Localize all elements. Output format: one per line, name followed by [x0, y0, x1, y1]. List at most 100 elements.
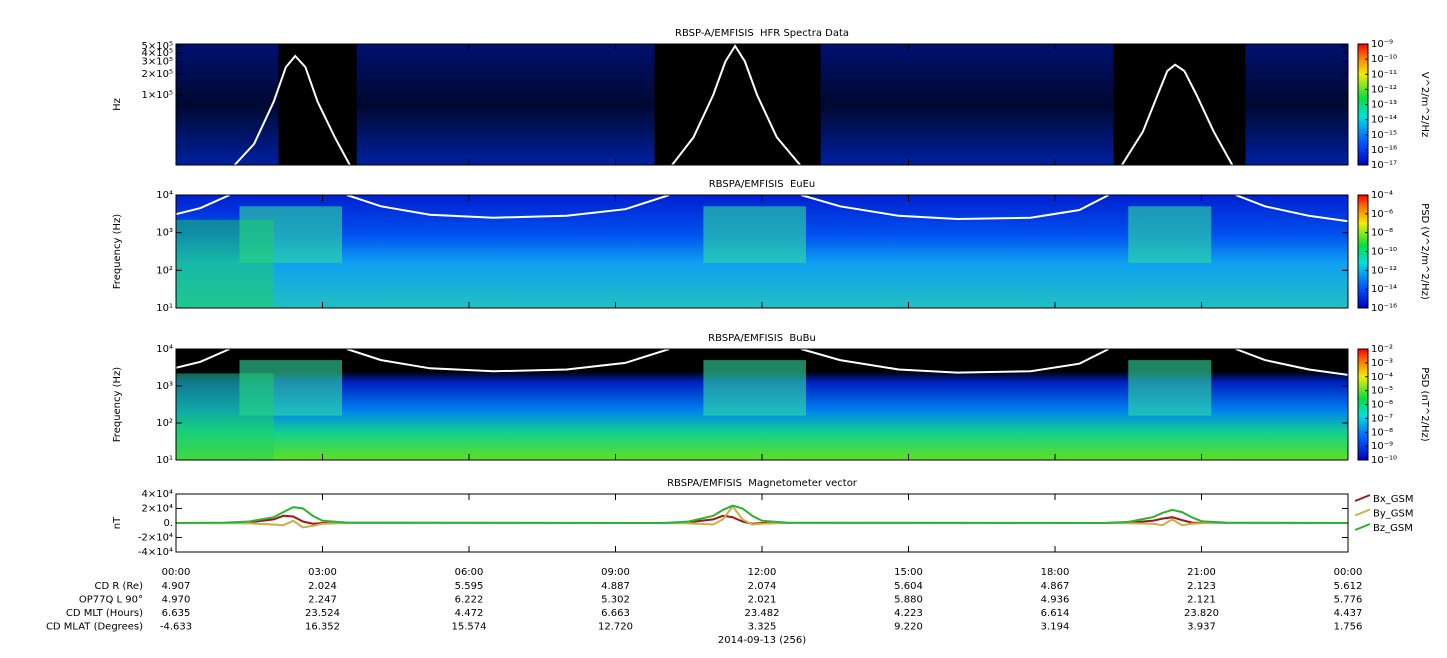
spectrogram-region — [703, 206, 806, 263]
colorbar-tick-label: 10⁻¹⁰ — [1371, 455, 1397, 466]
y-tick-label: 10² — [156, 265, 173, 276]
ephemeris-value: 15.574 — [452, 622, 487, 633]
y-tick-label: 4×10⁵ — [142, 48, 173, 59]
colorbar-label: PSD (V^2/m^2/Hz) — [1419, 203, 1430, 300]
panel-title: RBSPA/EMFISIS BuBu — [708, 333, 816, 344]
legend-label: Bz_GSM — [1373, 523, 1413, 534]
ephemeris-value: 5.776 — [1334, 595, 1363, 606]
spectrogram-region — [278, 44, 357, 165]
x-tick-label: 06:00 — [455, 567, 484, 578]
legend-label: Bx_GSM — [1373, 494, 1414, 505]
x-tick-label: 21:00 — [1187, 567, 1216, 578]
colorbar-tick-label: 10⁻⁸ — [1371, 427, 1393, 438]
x-tick-label: 15:00 — [894, 567, 923, 578]
plot-frame — [175, 348, 1349, 461]
ephemeris-value: 4.970 — [162, 595, 191, 606]
colorbar-tick-label: 10⁻¹⁴ — [1371, 284, 1397, 295]
x-tick-label: 18:00 — [1041, 567, 1070, 578]
colorbar-tick-label: 10⁻¹⁰ — [1371, 247, 1397, 258]
y-tick-label: 10⁴ — [156, 190, 173, 201]
y-tick-label: 0. — [163, 518, 173, 529]
plot-frame — [175, 43, 1349, 166]
ephemeris-value: 4.437 — [1334, 608, 1363, 619]
y-axis-label: Frequency (Hz) — [112, 367, 123, 443]
data-line — [176, 504, 1348, 525]
colorbar-tick-label: 10⁻⁹ — [1371, 39, 1393, 50]
colorbar-tick-label: 10⁻¹² — [1371, 84, 1397, 95]
y-tick-label: 10² — [156, 418, 173, 429]
colorbar-tick-label: 10⁻¹¹ — [1371, 69, 1397, 80]
legend-label: By_GSM — [1373, 509, 1414, 520]
ephemeris-value: 3.194 — [1041, 622, 1070, 633]
ephemeris-value: -4.633 — [160, 622, 192, 633]
ephemeris-value: 5.880 — [894, 595, 923, 606]
y-tick-label: 10³ — [156, 381, 173, 392]
ephemeris-value: 5.595 — [455, 581, 484, 592]
overlay-line — [176, 195, 1348, 223]
plot-frame — [175, 194, 1349, 309]
spectrogram-region — [1128, 360, 1212, 416]
ephemeris-value: 23.524 — [305, 608, 340, 619]
ephemeris-value: 1.756 — [1334, 622, 1363, 633]
x-tick-label: 09:00 — [601, 567, 630, 578]
ephemeris-value: 4.936 — [1041, 595, 1070, 606]
y-tick-label: 10¹ — [156, 303, 173, 314]
legend-swatch — [1354, 523, 1371, 531]
data-line — [176, 514, 1348, 525]
y-tick-label: -4×10⁴ — [138, 547, 173, 558]
ephemeris-label: OP77Q L 90° — [79, 595, 143, 606]
spectrogram-region — [1128, 206, 1212, 263]
ephemeris-value: 4.223 — [894, 608, 923, 619]
panel-title: RBSPA/EMFISIS Magnetometer vector — [667, 478, 858, 489]
colorbar-tick-label: 10⁻⁶ — [1371, 400, 1393, 411]
spectrogram-region — [176, 373, 274, 460]
colorbar-tick-label: 10⁻¹² — [1371, 265, 1397, 276]
colorbar-tick-label: 10⁻³ — [1371, 358, 1393, 369]
spectrogram-region — [654, 44, 821, 165]
ephemeris-value: 4.907 — [162, 581, 191, 592]
overlay-line — [176, 349, 1348, 376]
colorbar-label: V^2/m^2/Hz — [1419, 72, 1430, 138]
panel-title: RBSP-A/EMFISIS HFR Spectra Data — [675, 28, 849, 39]
ephemeris-value: 6.614 — [1041, 608, 1070, 619]
colorbar-tick-label: 10⁻⁹ — [1371, 441, 1393, 452]
y-tick-label: 2×10⁵ — [142, 69, 173, 80]
ephemeris-value: 9.220 — [894, 622, 923, 633]
colorbar-tick-label: 10⁻¹⁰ — [1371, 54, 1397, 65]
legend-swatch — [1354, 494, 1371, 502]
colorbar-tick-label: 10⁻⁸ — [1371, 228, 1393, 239]
ephemeris-value: 5.302 — [601, 595, 630, 606]
colorbar-tick-label: 10⁻² — [1371, 344, 1393, 355]
y-tick-label: 10³ — [156, 228, 173, 239]
ephemeris-value: 6.663 — [601, 608, 630, 619]
x-tick-label: 00:00 — [162, 567, 191, 578]
colorbar-tick-label: 10⁻⁴ — [1371, 190, 1393, 201]
ephemeris-value: 6.635 — [162, 608, 191, 619]
y-tick-label: 5×10⁵ — [142, 41, 173, 52]
ephemeris-value: 4.867 — [1041, 581, 1070, 592]
ephemeris-value: 16.352 — [305, 622, 340, 633]
overlay-line — [233, 44, 1234, 165]
colorbar-tick-label: 10⁻⁴ — [1371, 372, 1393, 383]
ephemeris-value: 2.121 — [1187, 595, 1216, 606]
date-label: 2014-09-13 (256) — [718, 635, 806, 646]
plot-frame — [175, 493, 1349, 553]
y-axis-label: Hz — [112, 98, 123, 111]
y-axis-label: Frequency (Hz) — [112, 214, 123, 290]
ephemeris-value: 5.604 — [894, 581, 923, 592]
ephemeris-value: 2.024 — [308, 581, 337, 592]
y-tick-label: 2×10⁴ — [142, 504, 173, 515]
colorbar-tick-label: 10⁻¹³ — [1371, 100, 1397, 111]
y-tick-label: 10¹ — [156, 455, 173, 466]
ephemeris-value: 23.820 — [1184, 608, 1219, 619]
colorbar-tick-label: 10⁻¹⁵ — [1371, 130, 1397, 141]
ephemeris-value: 2.074 — [748, 581, 777, 592]
ephemeris-value: 3.937 — [1187, 622, 1216, 633]
ephemeris-value: 5.612 — [1334, 581, 1363, 592]
ephemeris-value: 4.472 — [455, 608, 484, 619]
ephemeris-value: 3.325 — [748, 622, 777, 633]
panel-title: RBSPA/EMFISIS EuEu — [709, 179, 816, 190]
x-tick-label: 03:00 — [308, 567, 337, 578]
y-axis-label: nT — [112, 516, 123, 529]
ephemeris-label: CD R (Re) — [95, 581, 144, 592]
